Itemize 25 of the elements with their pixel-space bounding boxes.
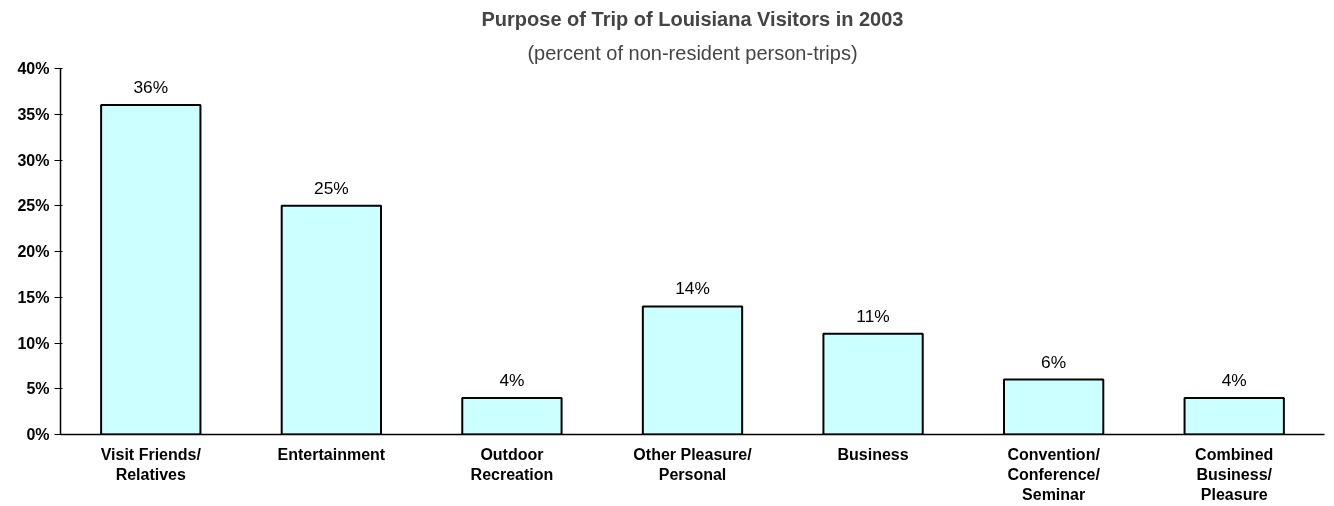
data-label: 11% <box>856 305 890 326</box>
y-tick-label: 15% <box>17 288 50 306</box>
y-tick-label: 35% <box>17 105 50 123</box>
data-label: 25% <box>314 177 349 198</box>
x-tick-label: Business <box>837 445 909 463</box>
x-tick-label: Convention/ Conference/ Seminar <box>1007 445 1101 504</box>
data-label: 36% <box>133 77 169 98</box>
x-tick-label: Entertainment <box>277 445 386 463</box>
x-tick-label: Outdoor Recreation <box>470 445 554 483</box>
x-tick-label: Visit Friends/ Relatives <box>100 445 202 483</box>
y-tick-label: 5% <box>26 380 50 398</box>
data-label: 4% <box>499 369 525 390</box>
data-label: 14% <box>675 278 710 299</box>
chart-subtitle: (percent of non-resident person-trips) <box>527 41 858 64</box>
data-label: 4% <box>1221 369 1247 390</box>
y-tick-label: 10% <box>17 334 50 352</box>
x-tick-label: Combined Business/ Pleasure <box>1195 445 1274 504</box>
chart-title: Purpose of Trip of Louisiana Visitors in 2003 <box>481 7 904 30</box>
y-tick-label: 40% <box>17 60 50 77</box>
y-tick-label: 30% <box>17 151 50 169</box>
y-tick-label: 20% <box>17 243 50 260</box>
y-tick-label: 0% <box>26 426 50 443</box>
x-tick-label: Other Pleasure/ Personal <box>633 445 753 483</box>
y-tick-label: 25% <box>17 197 50 215</box>
data-label: 6% <box>1041 351 1067 372</box>
